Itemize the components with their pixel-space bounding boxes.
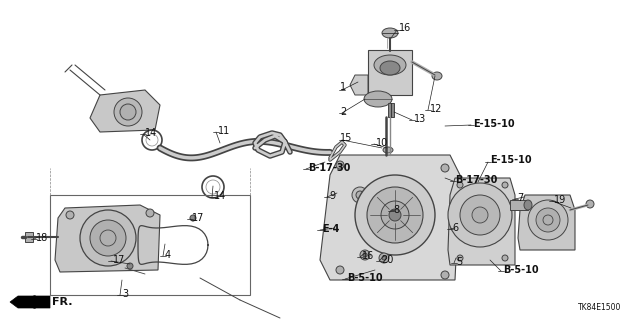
Text: 14: 14 [214, 191, 227, 201]
Text: 8: 8 [393, 205, 399, 215]
Text: 2: 2 [340, 107, 346, 117]
Polygon shape [90, 90, 160, 132]
Text: 18: 18 [36, 233, 48, 243]
Circle shape [536, 208, 560, 232]
Ellipse shape [364, 91, 392, 107]
Circle shape [127, 263, 133, 269]
Circle shape [389, 209, 401, 221]
Polygon shape [350, 75, 368, 95]
Text: 17: 17 [113, 255, 125, 265]
Text: B-17-30: B-17-30 [308, 163, 350, 173]
Circle shape [543, 215, 553, 225]
Circle shape [356, 191, 364, 199]
Ellipse shape [382, 28, 398, 38]
Text: B-5-10: B-5-10 [503, 265, 539, 275]
Circle shape [336, 266, 344, 274]
Text: 12: 12 [430, 104, 442, 114]
Circle shape [80, 210, 136, 266]
Text: B-17-30: B-17-30 [455, 175, 497, 185]
Text: 4: 4 [165, 250, 171, 260]
Circle shape [146, 209, 154, 217]
Circle shape [120, 104, 136, 120]
Polygon shape [55, 205, 160, 272]
Text: 9: 9 [329, 191, 335, 201]
Text: B-5-10: B-5-10 [347, 273, 383, 283]
Text: 17: 17 [192, 213, 204, 223]
Circle shape [441, 271, 449, 279]
Text: FR.: FR. [52, 297, 72, 307]
Bar [25, 232, 33, 242]
Circle shape [379, 253, 389, 263]
Text: 3: 3 [122, 289, 128, 299]
Ellipse shape [380, 61, 400, 75]
Circle shape [363, 253, 367, 257]
Text: 1: 1 [340, 82, 346, 92]
Circle shape [367, 187, 423, 243]
Text: 10: 10 [376, 138, 388, 148]
Text: 20: 20 [381, 255, 394, 265]
Polygon shape [10, 296, 50, 308]
Text: E-4: E-4 [322, 224, 339, 234]
Circle shape [190, 215, 196, 221]
Circle shape [502, 182, 508, 188]
Circle shape [352, 187, 368, 203]
Circle shape [355, 175, 435, 255]
Text: 5: 5 [456, 257, 462, 267]
Text: 16: 16 [399, 23, 412, 33]
Ellipse shape [432, 72, 442, 80]
Text: 15: 15 [340, 133, 353, 143]
Ellipse shape [383, 147, 393, 153]
Circle shape [410, 200, 430, 220]
Circle shape [100, 230, 116, 246]
Circle shape [415, 205, 425, 215]
Circle shape [472, 207, 488, 223]
Text: E-15-10: E-15-10 [490, 155, 532, 165]
Text: 13: 13 [414, 114, 426, 124]
Circle shape [448, 183, 512, 247]
Bar [50, 195, 250, 295]
Circle shape [360, 250, 370, 260]
Circle shape [457, 182, 463, 188]
Text: E-15-10: E-15-10 [473, 119, 515, 129]
Polygon shape [448, 178, 515, 265]
Bar [510, 200, 528, 210]
Circle shape [336, 161, 344, 169]
Ellipse shape [374, 55, 406, 75]
Circle shape [457, 255, 463, 261]
Circle shape [586, 200, 594, 208]
Polygon shape [518, 195, 575, 250]
Text: 7: 7 [517, 193, 524, 203]
Circle shape [90, 220, 126, 256]
Text: 11: 11 [218, 126, 230, 136]
Circle shape [502, 255, 508, 261]
Circle shape [66, 211, 74, 219]
Text: TK84E1500: TK84E1500 [578, 303, 621, 313]
Bar [368, 50, 412, 95]
Text: 14: 14 [145, 128, 157, 138]
Text: 19: 19 [554, 195, 566, 205]
Bar [388, 103, 394, 117]
Circle shape [460, 195, 500, 235]
Polygon shape [320, 155, 460, 280]
Text: 6: 6 [452, 223, 458, 233]
Circle shape [381, 201, 409, 229]
Circle shape [441, 164, 449, 172]
Circle shape [114, 98, 142, 126]
Text: 16: 16 [362, 251, 374, 261]
Ellipse shape [524, 200, 532, 210]
Circle shape [382, 256, 386, 260]
Circle shape [528, 200, 568, 240]
